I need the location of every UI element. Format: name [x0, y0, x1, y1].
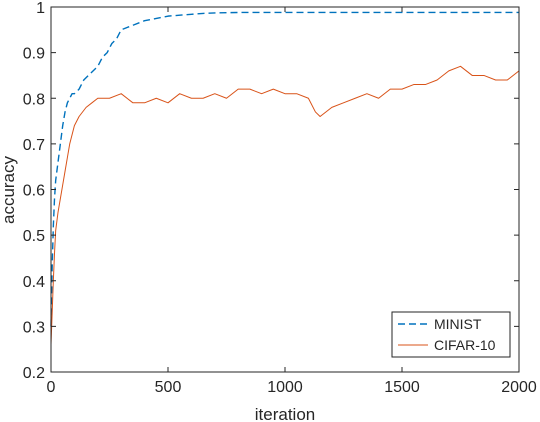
y-tick-label: 0.3: [23, 319, 45, 336]
series-line-minist: [50, 11, 519, 327]
y-tick-label: 0.7: [23, 137, 45, 154]
y-tick-label: 0.8: [23, 91, 45, 108]
series-line-cifar-10: [50, 65, 520, 345]
y-tick-label: 0.5: [23, 228, 45, 245]
legend-label-minist: MINIST: [434, 316, 482, 332]
x-axis: 0 500 1000 1500 2000: [47, 7, 537, 396]
y-axis: 0.2 0.3 0.4 0.5 0.6 0.7 0.8 0.9 1: [23, 0, 519, 382]
y-tick-label: 0.2: [23, 365, 45, 382]
y-tick-label: 0.6: [23, 183, 45, 200]
y-tick-label: 0.9: [23, 46, 45, 63]
y-axis-label: accuracy: [0, 155, 18, 224]
legend-label-cifar10: CIFAR-10: [434, 337, 496, 353]
x-tick-label: 2000: [501, 379, 537, 396]
y-tick-label: 0.4: [23, 274, 45, 291]
legend-box: [391, 311, 511, 358]
x-tick-label: 1500: [384, 379, 420, 396]
x-tick-label: 0: [47, 379, 56, 396]
plot-area-background: [51, 7, 519, 372]
legend: MINIST CIFAR-10: [391, 311, 511, 358]
x-tick-label: 1000: [267, 379, 303, 396]
y-tick-label: 1: [36, 0, 45, 17]
x-axis-label: iteration: [255, 405, 315, 422]
series-layer: [50, 11, 520, 345]
x-tick-label: 500: [155, 379, 182, 396]
